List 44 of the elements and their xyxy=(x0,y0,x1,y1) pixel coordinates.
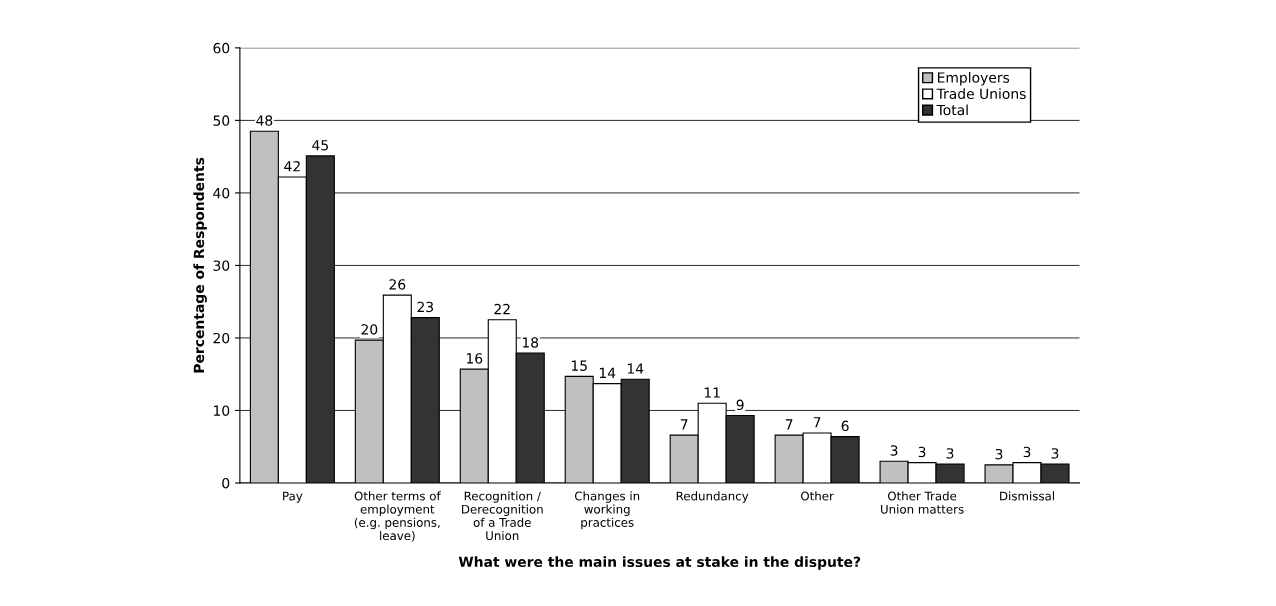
x-tick-label: Other terms of employment (e.g. pensions, leave) xyxy=(354,491,441,542)
x-tick-label: Changes in working practices xyxy=(574,491,640,530)
data-label: 22 xyxy=(494,303,510,315)
data-label: 7 xyxy=(680,419,688,430)
data-label: 7 xyxy=(813,417,821,428)
data-label: 6 xyxy=(841,420,849,432)
data-label: 3 xyxy=(1023,446,1031,458)
data-label: 3 xyxy=(946,448,954,459)
legend-label: Employers xyxy=(937,72,1010,86)
data-label: 3 xyxy=(890,445,898,456)
data-label: 7 xyxy=(785,419,793,430)
x-tick-label: Other xyxy=(801,491,834,501)
data-label: 9 xyxy=(736,399,744,411)
y-tick-label: 10 xyxy=(214,405,230,416)
x-tick-label: Other Trade Union matters xyxy=(881,491,964,514)
y-tick-label: 0 xyxy=(222,477,230,489)
data-label: 3 xyxy=(918,446,926,458)
y-tick-label: 20 xyxy=(213,332,230,344)
data-label: 15 xyxy=(571,360,587,371)
x-tick-label: Pay xyxy=(283,491,303,503)
data-label: 14 xyxy=(599,367,616,378)
data-label: 3 xyxy=(995,448,1003,460)
data-label: 18 xyxy=(522,337,539,348)
y-tick-label: 40 xyxy=(213,187,230,199)
data-label: 20 xyxy=(361,324,378,335)
data-label: 14 xyxy=(627,363,644,374)
y-axis-title: Percentage of Respondents xyxy=(193,157,207,373)
data-label: 26 xyxy=(389,279,406,290)
data-label: 45 xyxy=(312,140,328,151)
data-label: 23 xyxy=(417,301,434,313)
data-label: 3 xyxy=(1051,448,1059,459)
y-tick-label: 60 xyxy=(213,42,230,54)
data-label: 11 xyxy=(704,387,720,398)
x-tick-label: Redundancy xyxy=(676,491,749,503)
y-tick-label: 50 xyxy=(213,115,230,126)
x-axis-title: What were the main issues at stake in the dispute? xyxy=(458,556,861,570)
data-label: 48 xyxy=(256,115,273,126)
legend-label: Total xyxy=(936,104,968,116)
data-label: 42 xyxy=(284,160,300,172)
data-label: 16 xyxy=(466,353,483,364)
legend-label: Trade Unions xyxy=(936,88,1026,100)
x-tick-label: Dismissal xyxy=(1000,491,1054,501)
y-tick-label: 30 xyxy=(213,260,230,271)
x-tick-label: Recognition / Derecognition of a Trade Union xyxy=(462,491,543,541)
